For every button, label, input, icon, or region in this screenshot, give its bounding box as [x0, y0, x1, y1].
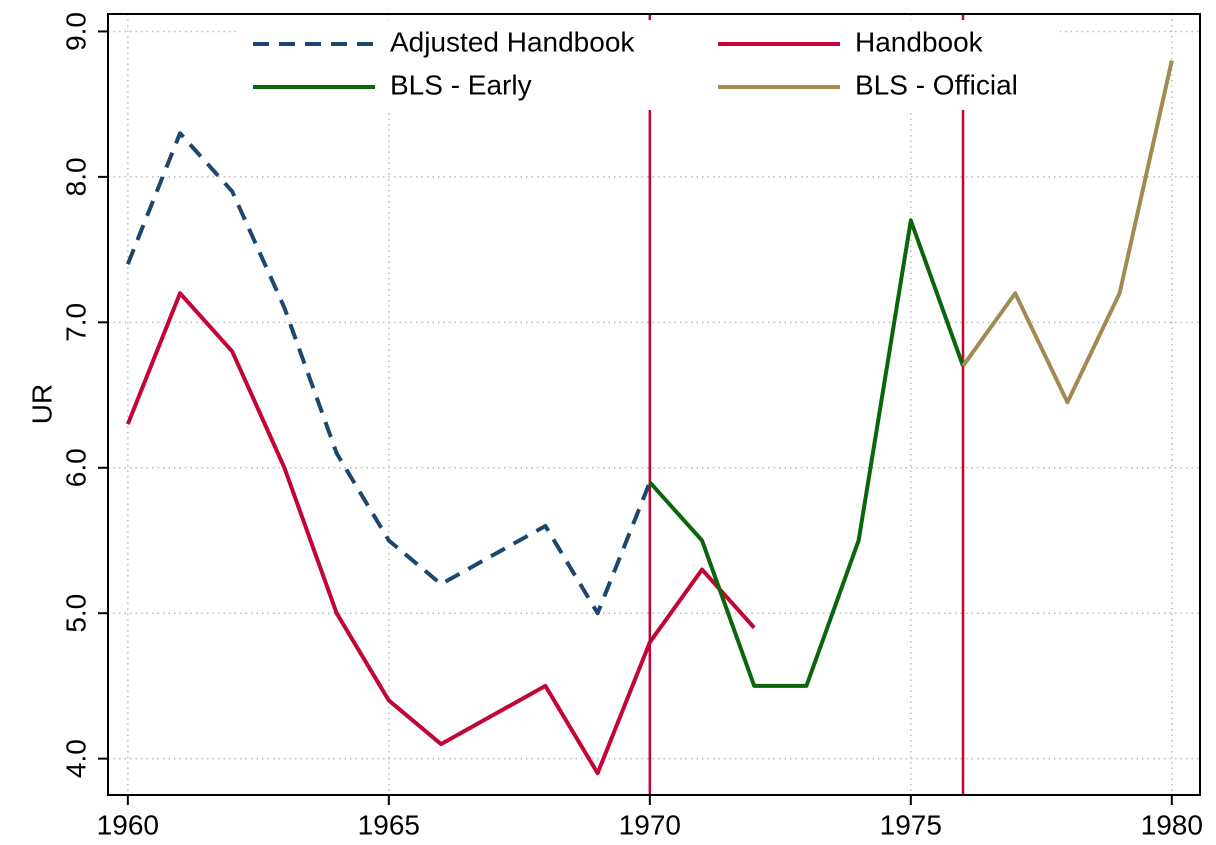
plot-frame — [107, 13, 1201, 796]
series-line — [125, 291, 756, 776]
y-tick-label: 4.0 — [60, 739, 91, 778]
series-line — [961, 60, 1174, 405]
x-tick-label: 1965 — [358, 809, 420, 840]
x-tick-label: 1960 — [97, 809, 159, 840]
legend-label: BLS - Early — [390, 69, 532, 100]
legend-label: Handbook — [855, 26, 984, 57]
x-tick-label: 1975 — [880, 809, 942, 840]
x-tick-label: 1970 — [619, 809, 681, 840]
y-axis-label: UR — [26, 384, 57, 424]
series-line — [125, 131, 652, 616]
x-tick-label: 1980 — [1141, 809, 1203, 840]
y-tick-label: 8.0 — [60, 157, 91, 196]
y-tick-label: 5.0 — [60, 594, 91, 633]
series-line — [648, 218, 965, 688]
y-tick-label: 6.0 — [60, 448, 91, 487]
legend-label: BLS - Official — [855, 69, 1018, 100]
legend-label: Adjusted Handbook — [390, 26, 635, 57]
y-tick-label: 9.0 — [60, 12, 91, 51]
legend-background — [240, 20, 1060, 110]
y-tick-label: 7.0 — [60, 303, 91, 342]
